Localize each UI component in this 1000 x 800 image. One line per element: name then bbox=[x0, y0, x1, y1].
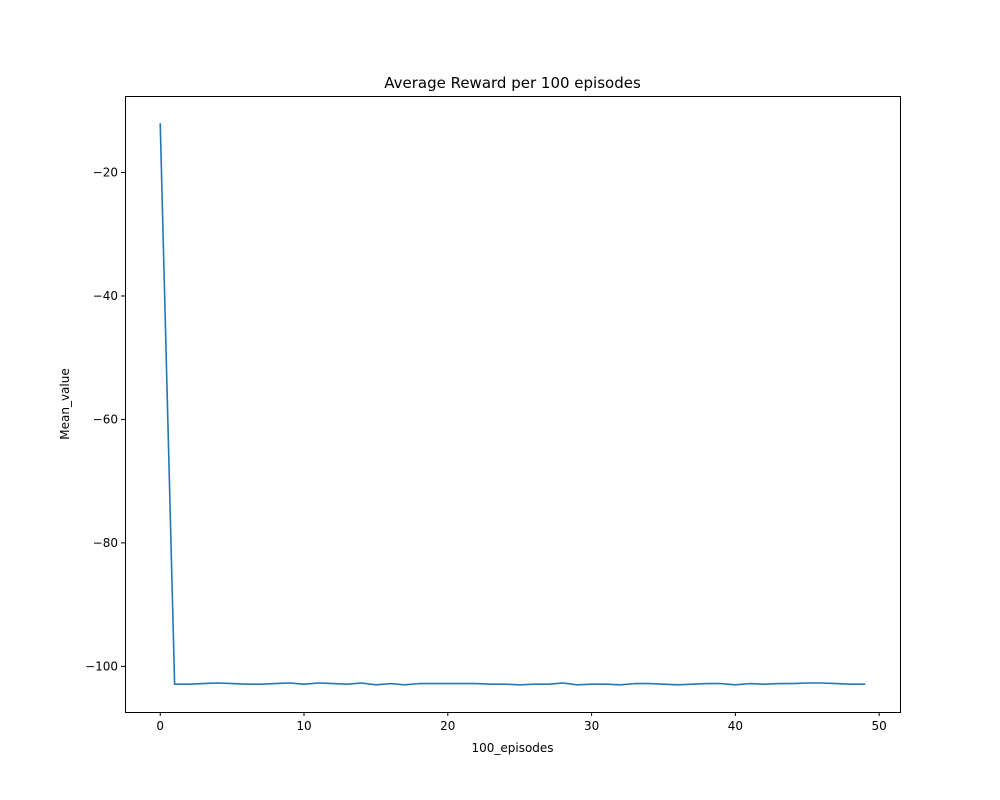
x-axis: 0 10 20 30 40 50 bbox=[156, 712, 887, 733]
y-tick-label: −40 bbox=[93, 289, 118, 303]
chart-title: Average Reward per 100 episodes bbox=[384, 74, 641, 92]
y-axis-label: Mean_value bbox=[58, 368, 72, 439]
x-tick-label: 40 bbox=[728, 719, 743, 733]
axes-frame bbox=[125, 96, 901, 713]
y-tick-label: −60 bbox=[93, 412, 118, 426]
x-tick-label: 50 bbox=[872, 719, 887, 733]
x-tick-label: 0 bbox=[156, 719, 164, 733]
x-tick-label: 10 bbox=[296, 719, 311, 733]
x-axis-label: 100_episodes bbox=[471, 741, 553, 755]
y-tick-label: −80 bbox=[93, 536, 118, 550]
series-line bbox=[159, 122, 866, 686]
y-axis: −100 −80 −60 −40 −20 bbox=[85, 166, 125, 673]
x-tick-label: 30 bbox=[584, 719, 599, 733]
y-tick-label: −100 bbox=[85, 659, 118, 673]
x-tick-label: 20 bbox=[440, 719, 455, 733]
y-tick-label: −20 bbox=[93, 166, 118, 180]
plot-area bbox=[159, 122, 866, 686]
